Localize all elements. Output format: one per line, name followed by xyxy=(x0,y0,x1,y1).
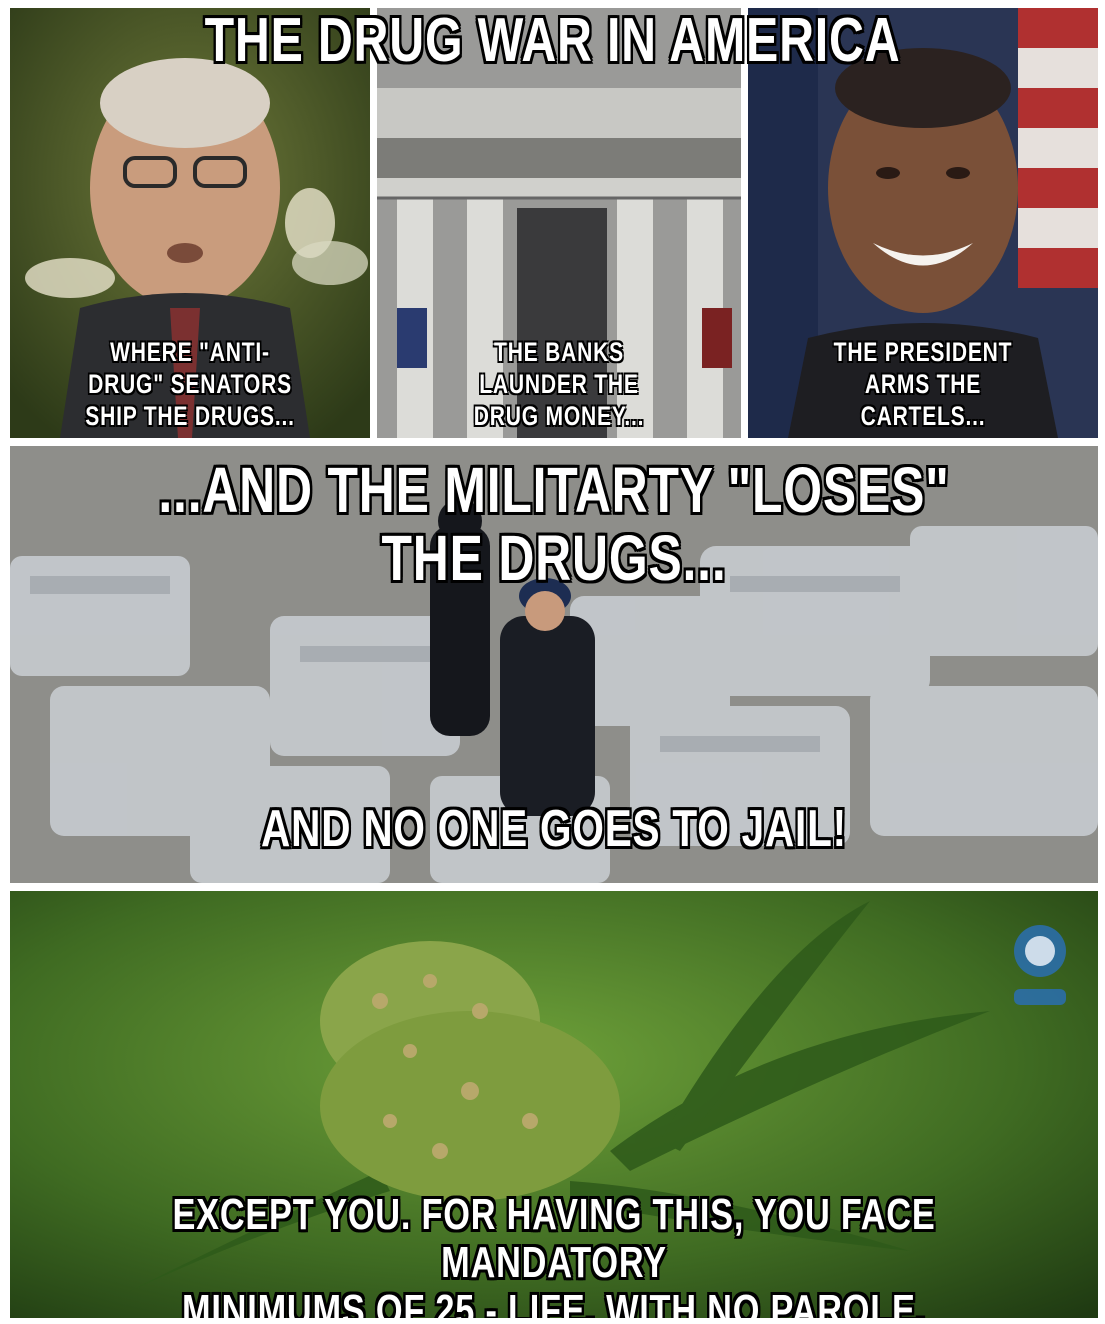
bank-caption: THE BANKS LAUNDER THE DRUG MONEY... xyxy=(417,336,701,432)
caption-line: DRUG" SENATORS xyxy=(88,369,292,399)
senator-panel: WHERE "ANTI- DRUG" SENATORS SHIP THE DRU… xyxy=(10,8,370,438)
caption-line: ARMS THE xyxy=(864,369,982,399)
no-jail-caption: AND NO ONE GOES TO JAIL! xyxy=(261,800,847,858)
bank-building-photo xyxy=(377,8,741,438)
drug-seizure-photo xyxy=(10,446,1098,883)
president-panel: THE PRESIDENT ARMS THE CARTELS... xyxy=(748,8,1098,438)
caption-line: THE PRESIDENT xyxy=(833,337,1013,367)
caption-line: CARTELS... xyxy=(860,401,986,431)
watermark-logo xyxy=(1014,925,1066,1005)
seizure-panel: ...AND THE MILITARTY "LOSES" THE DRUGS..… xyxy=(10,446,1098,883)
caption-line: SHIP THE DRUGS... xyxy=(85,401,295,431)
president-photo xyxy=(748,8,1098,438)
bank-panel: THE BANKS LAUNDER THE DRUG MONEY... xyxy=(377,8,741,438)
military-caption: ...AND THE MILITARTY "LOSES" THE DRUGS..… xyxy=(158,454,950,594)
cannabis-plant-photo xyxy=(10,891,1098,1318)
cannabis-panel: EXCEPT YOU. FOR HAVING THIS, YOU FACE MA… xyxy=(10,891,1098,1318)
caption-line: WHERE "ANTI- xyxy=(110,337,270,367)
president-caption: THE PRESIDENT ARMS THE CARTELS... xyxy=(787,336,1060,432)
caption-line: EXCEPT YOU. FOR HAVING THIS, YOU FACE MA… xyxy=(172,1190,936,1287)
meme-title: THE DRUG WAR IN AMERICA xyxy=(204,6,901,75)
caption-line: LAUNDER THE xyxy=(479,369,639,399)
caption-line: DRUG MONEY... xyxy=(473,401,645,431)
caption-line: MINIMUMS OF 25 - LIFE, WITH NO PAROLE. xyxy=(182,1286,926,1319)
senator-caption: WHERE "ANTI- DRUG" SENATORS SHIP THE DRU… xyxy=(50,336,331,432)
senator-photo xyxy=(10,8,370,438)
mandatory-minimums-caption: EXCEPT YOU. FOR HAVING THIS, YOU FACE MA… xyxy=(130,1190,979,1319)
caption-line: THE BANKS xyxy=(494,337,624,367)
